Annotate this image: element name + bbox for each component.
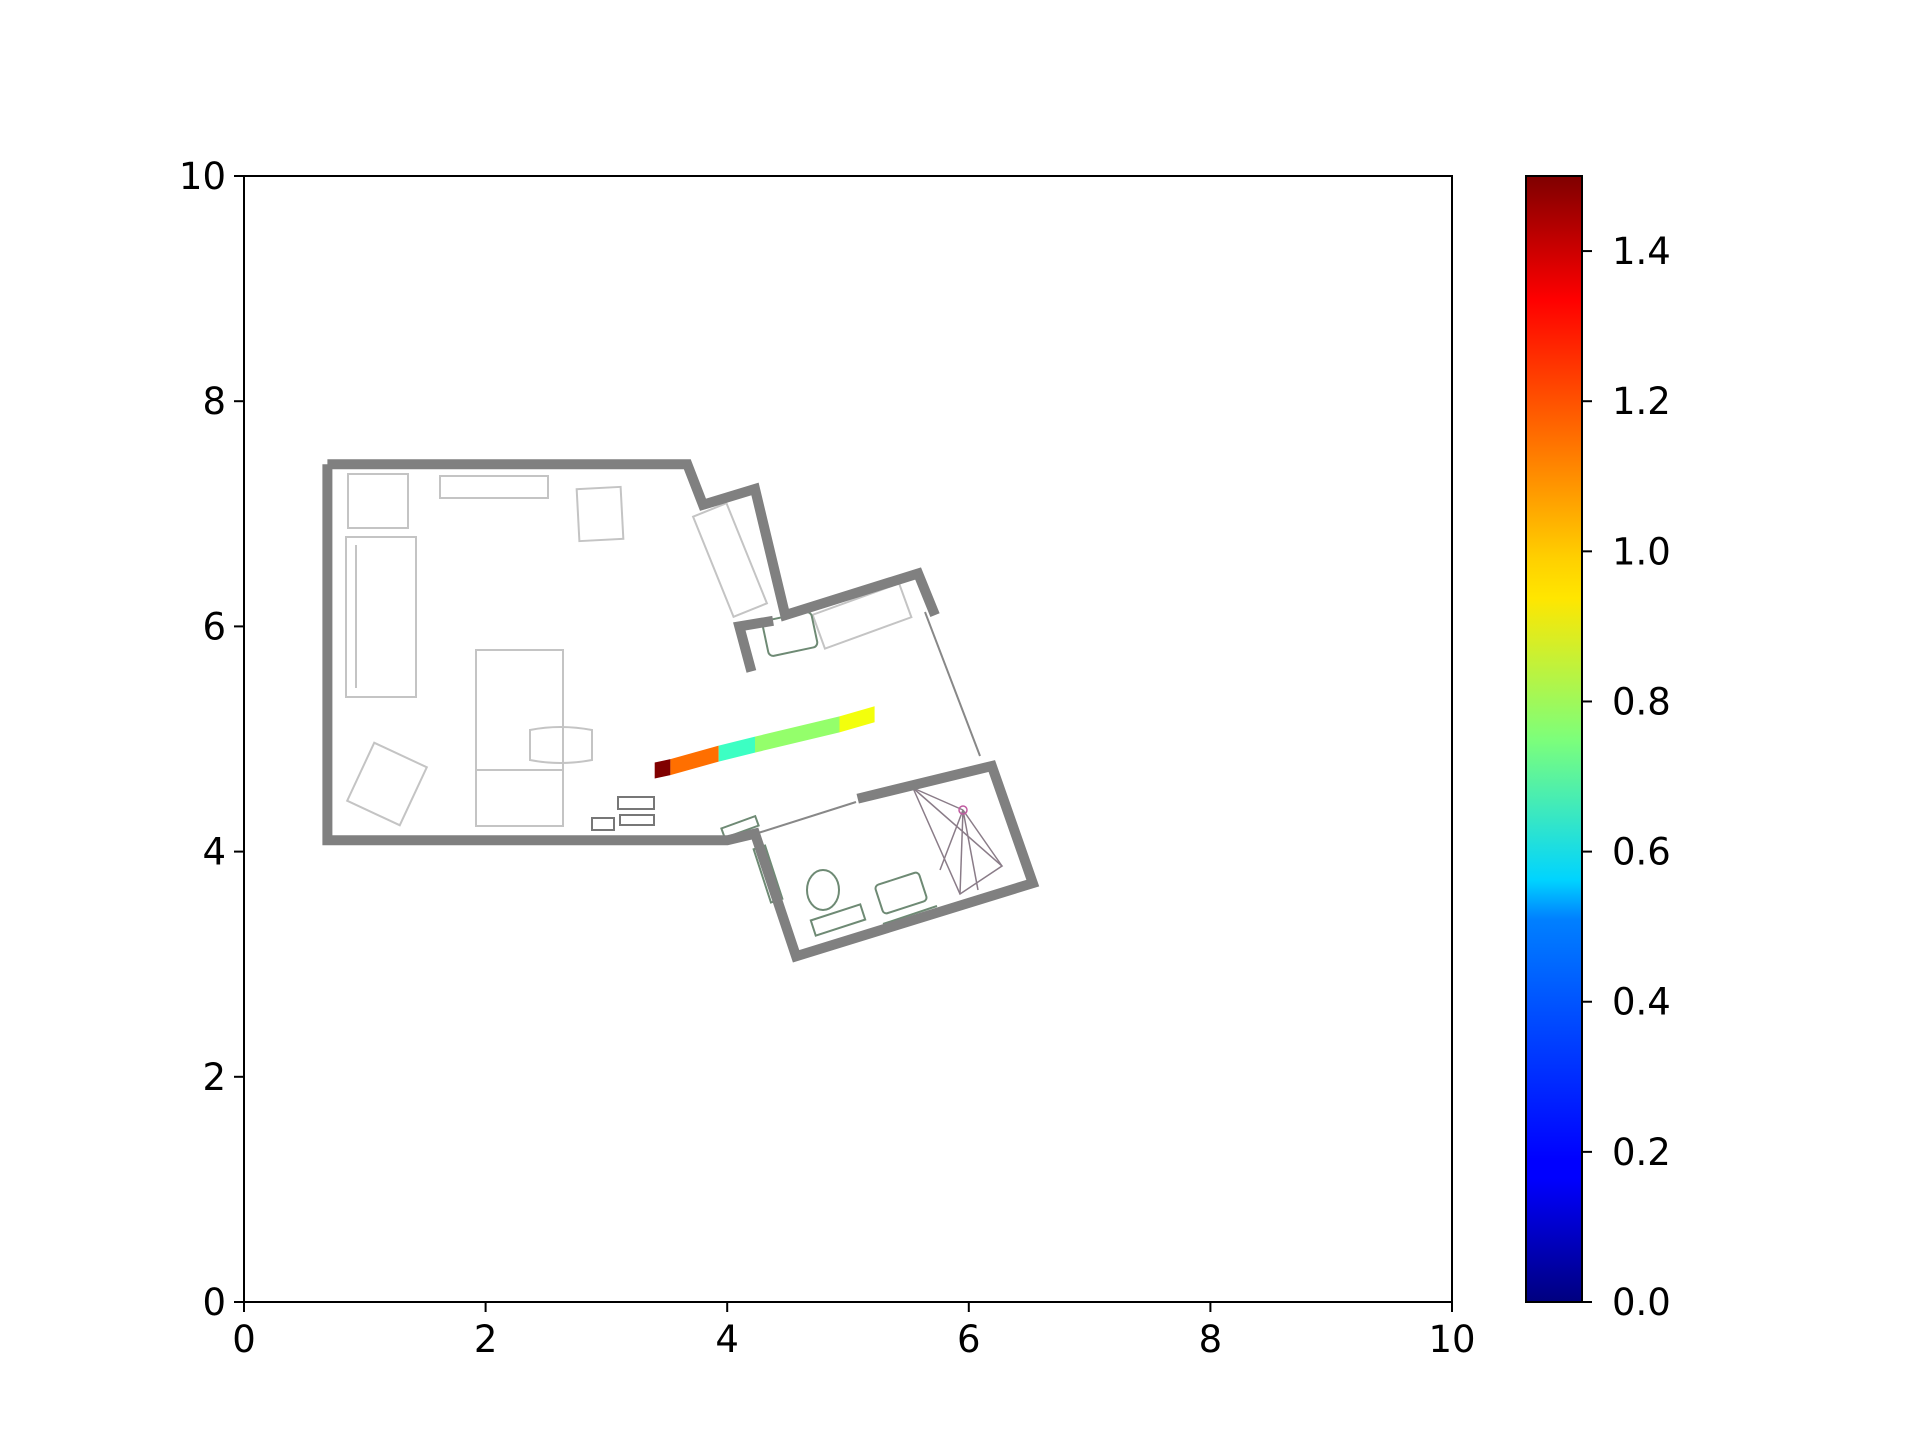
sofa-outline bbox=[345, 536, 417, 698]
y-tick-label: 6 bbox=[202, 605, 226, 648]
heat-cell bbox=[654, 759, 671, 779]
colorbar-gradient bbox=[1526, 176, 1582, 1302]
x-tick-label: 8 bbox=[1199, 1318, 1223, 1361]
plot-area bbox=[244, 176, 1452, 1302]
wall-segment bbox=[327, 459, 940, 622]
axes-background bbox=[244, 176, 1452, 1302]
toilet-bowl-outline bbox=[806, 869, 840, 911]
walls bbox=[322, 459, 1040, 963]
x-tick-label: 10 bbox=[1428, 1318, 1475, 1361]
wall-segment bbox=[733, 615, 774, 673]
axes-frame bbox=[243, 175, 1453, 1303]
chair-outline bbox=[575, 485, 625, 543]
x-axis: 0 2 4 6 8 10 bbox=[232, 1302, 1476, 1361]
shower-line bbox=[959, 809, 964, 895]
wall-segment bbox=[322, 464, 1040, 963]
heat-cell bbox=[839, 706, 875, 733]
shower-line bbox=[962, 809, 1003, 867]
colorbar-frame bbox=[1525, 175, 1583, 1303]
y-tick-label: 10 bbox=[179, 155, 226, 198]
heat-cell bbox=[718, 736, 755, 762]
shower-line bbox=[939, 809, 964, 871]
x-tick-label: 2 bbox=[474, 1318, 498, 1361]
colorbar: 0.0 0.2 0.4 0.6 0.8 1.0 1.2 1.4 bbox=[1525, 175, 1671, 1324]
colorbar-ticks: 0.0 0.2 0.4 0.6 0.8 1.0 1.2 1.4 bbox=[1582, 230, 1671, 1324]
x-tick-label: 0 bbox=[232, 1318, 256, 1361]
colorbar-tick-label: 0.4 bbox=[1612, 981, 1671, 1024]
y-tick-label: 4 bbox=[202, 831, 226, 874]
y-tick-label: 8 bbox=[202, 380, 226, 423]
cabinet-outline bbox=[347, 473, 409, 529]
colorbar-tick-label: 0.6 bbox=[1612, 831, 1671, 874]
table-outline bbox=[529, 726, 593, 764]
shower-tray-outline bbox=[912, 787, 1004, 896]
shower-line bbox=[912, 787, 964, 811]
desk-item-outline bbox=[619, 814, 655, 826]
colorbar-tick-label: 0.8 bbox=[1612, 680, 1671, 723]
shower-drain-icon bbox=[958, 805, 968, 815]
armchair-outline bbox=[345, 741, 429, 827]
bed-outline bbox=[475, 649, 564, 827]
colorbar-tick-label: 0.2 bbox=[1612, 1131, 1671, 1174]
partition-line bbox=[924, 611, 981, 757]
shower-drawing bbox=[912, 787, 1004, 896]
partition-line bbox=[754, 801, 857, 835]
shelf-outline bbox=[439, 475, 549, 499]
colorbar-tick-label: 1.0 bbox=[1612, 530, 1671, 573]
washbasin-outline bbox=[874, 871, 928, 915]
washbasin-base-line bbox=[882, 905, 938, 925]
toilet-tank-outline bbox=[809, 903, 867, 937]
shower-line bbox=[962, 809, 979, 891]
colorbar-tick-label: 1.4 bbox=[1612, 230, 1671, 273]
colorbar-tick-label: 0.0 bbox=[1612, 1281, 1671, 1324]
counter-outline bbox=[811, 582, 913, 650]
colorbar-tick-label: 1.2 bbox=[1612, 380, 1671, 423]
y-tick-label: 0 bbox=[202, 1281, 226, 1324]
heat-cell bbox=[670, 745, 719, 776]
wardrobe-outline bbox=[691, 501, 769, 619]
furniture-drawing bbox=[345, 473, 981, 835]
x-tick-label: 4 bbox=[715, 1318, 739, 1361]
y-axis: 0 2 4 6 8 10 bbox=[179, 155, 244, 1324]
x-tick-label: 6 bbox=[957, 1318, 981, 1361]
desk-item-outline bbox=[617, 796, 655, 810]
heat-path bbox=[654, 706, 875, 779]
desk-item-outline bbox=[591, 817, 615, 831]
y-tick-label: 2 bbox=[202, 1056, 226, 1099]
heat-cell bbox=[755, 716, 840, 753]
